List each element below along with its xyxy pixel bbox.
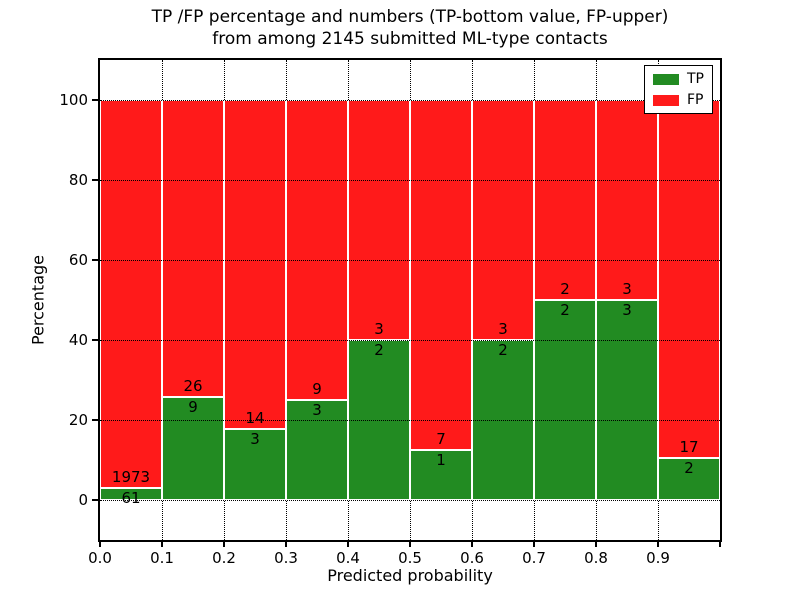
bar-segment-tp xyxy=(224,429,286,500)
x-tick xyxy=(223,542,225,547)
y-tick-label: 20 xyxy=(68,411,88,429)
bar-label-fp: 3 xyxy=(622,280,632,298)
x-tick xyxy=(409,542,411,547)
bar-segment-fp xyxy=(286,100,348,400)
bar-segment-fp xyxy=(348,100,410,340)
bar-label-fp: 2 xyxy=(560,280,570,298)
grid-line-horizontal xyxy=(100,259,720,261)
bar-label-fp: 7 xyxy=(436,430,446,448)
plot-area: 1973 61 26 9 14 3 9 3 3 2 7 1 3 2 2 2 3 3 17 2 0 20 40 60 80 100 0… xyxy=(59,58,722,567)
legend-swatch-fp xyxy=(653,94,679,106)
legend: TP FP xyxy=(644,65,713,114)
x-tick-label: 0.1 xyxy=(150,549,174,567)
x-tick-label: 0.3 xyxy=(274,549,298,567)
bar-label-tp: 3 xyxy=(250,430,260,449)
grid-line-horizontal xyxy=(100,499,720,501)
x-tick-label: 0.9 xyxy=(646,549,670,567)
chart-title: TP /FP percentage and numbers (TP-bottom… xyxy=(100,6,720,50)
bar-label-tp: 3 xyxy=(312,401,322,419)
x-tick xyxy=(285,542,287,547)
y-tick-label: 80 xyxy=(68,171,88,189)
y-tick-label: 0 xyxy=(78,491,88,509)
chart-title-line2: from among 2145 submitted ML-type contac… xyxy=(212,29,608,49)
bar-segment-fp xyxy=(410,100,472,450)
legend-label: FP xyxy=(687,92,704,108)
y-tick xyxy=(92,259,98,261)
y-tick xyxy=(92,499,98,501)
legend-swatch-tp xyxy=(653,73,679,85)
y-tick-label: 100 xyxy=(59,91,88,109)
x-tick-label: 0.0 xyxy=(88,549,112,567)
bar-segment-fp xyxy=(472,100,534,340)
bar-label-tp: 2 xyxy=(684,458,694,477)
grid-line-horizontal xyxy=(100,99,720,101)
bar-segment-fp xyxy=(658,100,720,458)
legend-label: TP xyxy=(687,71,704,87)
x-tick xyxy=(161,542,163,547)
x-axis-label: Predicted probability xyxy=(327,566,493,585)
grid-line-horizontal xyxy=(100,339,720,341)
bar-segment-tp xyxy=(410,450,472,500)
x-tick-label: 0.8 xyxy=(584,549,608,567)
y-tick-label: 40 xyxy=(68,331,88,349)
y-tick xyxy=(92,339,98,341)
bar-segment-tp xyxy=(658,457,720,500)
x-tick-label: 0.2 xyxy=(212,549,236,567)
x-tick-label: 0.5 xyxy=(398,549,422,567)
bar-label-fp: 17 xyxy=(679,437,699,456)
bar-label-fp: 3 xyxy=(374,320,384,338)
bar-segment-fp xyxy=(162,100,224,398)
chart-title-line1: TP /FP percentage and numbers (TP-bottom… xyxy=(151,7,669,27)
bar-label-tp: 2 xyxy=(498,341,508,359)
bar-segment-tp xyxy=(596,300,658,500)
x-tick xyxy=(595,542,597,547)
x-tick-label: 0.7 xyxy=(522,549,546,567)
bar-label-tp: 2 xyxy=(374,341,384,359)
bar-segment-tp xyxy=(100,488,162,500)
legend-item-tp: TP xyxy=(653,72,704,86)
bar-label-tp: 9 xyxy=(188,398,198,417)
bar-label-tp: 3 xyxy=(622,301,632,319)
y-tick-label: 60 xyxy=(68,251,88,269)
x-tick xyxy=(347,542,349,547)
bar-label-fp: 9 xyxy=(312,380,322,398)
grid-line-horizontal xyxy=(100,179,720,181)
bar-segment-fp xyxy=(100,100,162,488)
grid-line-horizontal xyxy=(100,419,720,421)
bar-segment-fp xyxy=(224,100,286,430)
bar-label-tp: 2 xyxy=(560,301,570,319)
bar-label-fp: 14 xyxy=(245,409,265,428)
bar-segment-fp xyxy=(534,100,596,300)
y-tick xyxy=(92,99,98,101)
x-tick-label: 0.6 xyxy=(460,549,484,567)
bar-label-tp: 61 xyxy=(121,489,141,507)
legend-item-fp: FP xyxy=(653,93,704,107)
x-tick xyxy=(471,542,473,547)
x-tick-label: 0.4 xyxy=(336,549,360,567)
bar-segment-tp xyxy=(534,300,596,500)
x-tick xyxy=(657,542,659,547)
x-tick xyxy=(719,542,721,547)
bar-label-fp: 26 xyxy=(183,377,203,396)
x-tick xyxy=(533,542,535,547)
y-tick xyxy=(92,179,98,181)
bar-label-tp: 1 xyxy=(436,451,446,469)
bar-label-fp: 3 xyxy=(498,320,508,338)
y-tick xyxy=(92,419,98,421)
bar-label-fp: 1973 xyxy=(111,468,151,486)
bar-segment-fp xyxy=(596,100,658,300)
x-tick xyxy=(99,542,101,547)
bar-segment-tp xyxy=(286,400,348,500)
bar-segment-tp xyxy=(162,397,224,500)
